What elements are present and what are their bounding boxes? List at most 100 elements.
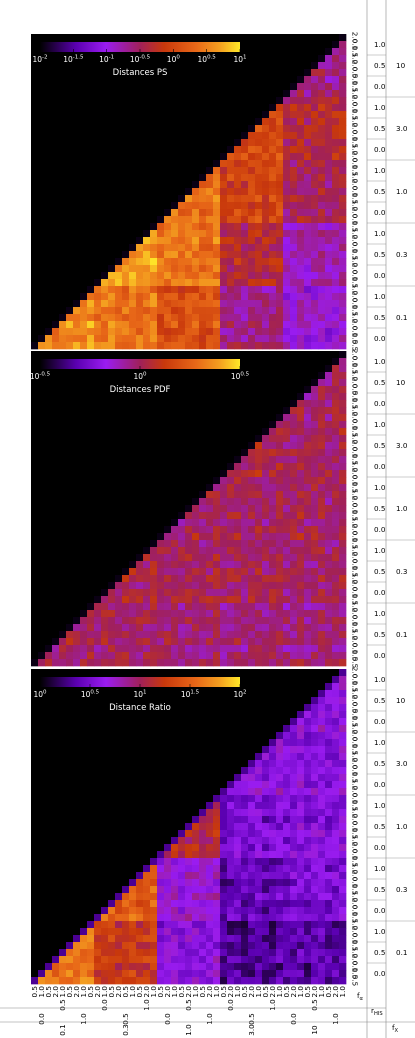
heatmap-cell [143,328,151,336]
heatmap-cell [59,645,67,653]
heatmap-cell [248,321,256,329]
heatmap-cell [276,837,284,845]
heatmap-cell [304,265,312,273]
heatmap-cell [325,421,333,429]
heatmap-cell [80,638,88,646]
heatmap-cell [325,589,333,597]
heatmap-cell [304,774,312,782]
heatmap-cell [248,802,256,810]
heatmap-cell [276,802,284,810]
heatmap-cell [157,237,165,245]
heatmap-cell [234,519,242,527]
heatmap-cell [157,949,165,957]
heatmap-cell [318,244,326,252]
heatmap-cell [171,886,179,894]
heatmap-cell [157,265,165,273]
heatmap-cell [220,335,228,343]
col-rhis-label: 0.5 [247,1013,256,1024]
heatmap-cell [66,328,74,336]
heatmap-cell [227,610,235,618]
heatmap-cell [164,631,172,639]
col-rhis-label: 0.0 [100,999,109,1011]
heatmap-cell [304,753,312,761]
heatmap-cell [115,321,123,329]
heatmap-cell [241,498,249,506]
heatmap-cell [290,456,298,464]
heatmap-cell [276,223,284,231]
heatmap-cell [192,942,200,950]
heatmap-cell [143,342,151,350]
heatmap-cell [185,188,193,196]
heatmap-cell [332,314,340,322]
heatmap-cell [297,342,305,350]
heatmap-cell [150,872,158,880]
heatmap-cell [199,659,207,667]
heatmap-cell [325,379,333,387]
heatmap-cell [325,533,333,541]
heatmap-cell [199,335,207,343]
row-falpha-label: 0.1 [351,242,360,253]
heatmap-cell [178,202,186,210]
heatmap-cell [283,554,291,562]
heatmap-cell [227,174,235,182]
heatmap-cell [122,907,130,915]
heatmap-cell [143,893,151,901]
heatmap-cell [234,188,242,196]
heatmap-cell [297,540,305,548]
heatmap-cell [262,428,270,436]
heatmap-cell [332,760,340,768]
heatmap-cell [206,830,214,838]
heatmap-cell [234,328,242,336]
heatmap-cell [213,505,221,513]
heatmap-cell [213,914,221,922]
heatmap-cell [318,83,326,91]
heatmap-cell [283,202,291,210]
heatmap-cell [122,575,130,583]
col-falpha-label: 1.0 [170,986,179,998]
heatmap-cell [206,893,214,901]
heatmap-cell [269,893,277,901]
heatmap-cell [248,830,256,838]
heatmap-cell [311,174,319,182]
heatmap-cell [283,746,291,754]
heatmap-cell [332,893,340,901]
heatmap-cell [311,617,319,625]
heatmap-cell [122,603,130,611]
heatmap-cell [199,638,207,646]
row-falpha-label: 0.1 [351,933,360,944]
heatmap-cell [304,659,312,667]
heatmap-cell [311,237,319,245]
heatmap-cell [206,484,214,492]
heatmap-cell [143,638,151,646]
heatmap-cell [108,963,116,971]
heatmap-cell [339,407,347,415]
heatmap-cell [227,335,235,343]
heatmap-cell [318,956,326,964]
heatmap-cell [297,963,305,971]
heatmap-cell [192,505,200,513]
heatmap-cell [227,314,235,322]
heatmap-cell [262,160,270,168]
heatmap-cell [276,449,284,457]
heatmap-cell [171,526,179,534]
heatmap-cell [129,652,137,660]
col-falpha-label: 2.0 [247,986,256,998]
heatmap-cell [234,816,242,824]
heatmap-cell [80,942,88,950]
heatmap-cell [234,645,242,653]
heatmap-cell [339,372,347,380]
heatmap-cell [171,293,179,301]
heatmap-cell [290,407,298,415]
col-falpha-label: 1.0 [58,986,67,998]
heatmap-cell [199,879,207,887]
heatmap-cell [339,879,347,887]
heatmap-cell [171,617,179,625]
heatmap-cell [136,237,144,245]
heatmap-cell [269,610,277,618]
heatmap-cell [311,914,319,922]
heatmap-cell [150,921,158,929]
heatmap-cell [73,624,81,632]
heatmap-cell [276,272,284,280]
heatmap-cell [87,652,95,660]
heatmap-cell [255,505,263,513]
